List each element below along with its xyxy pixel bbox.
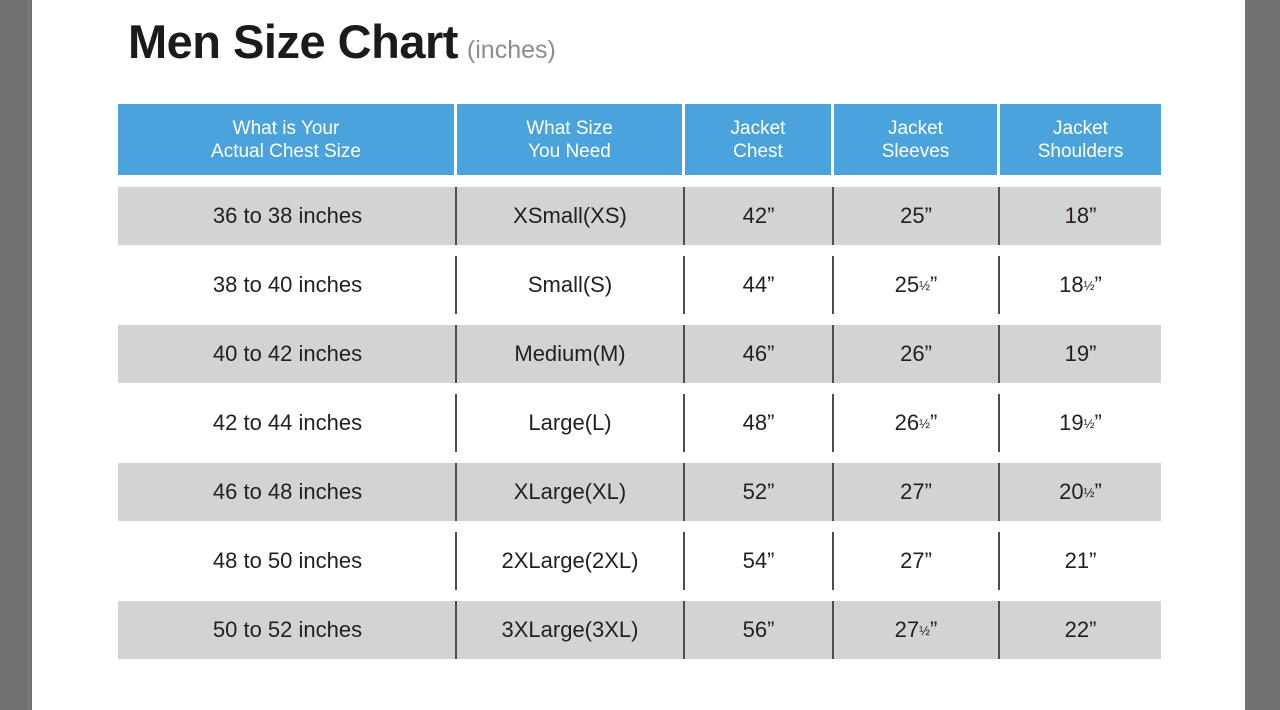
cell-jacket-chest: 42” xyxy=(685,187,834,245)
left-letterbox-band xyxy=(0,0,30,710)
cell-jacket-sleeves: 26 ½” xyxy=(834,394,1000,452)
column-header-line2: You Need xyxy=(528,140,611,162)
column-header-line1: Jacket xyxy=(888,117,943,139)
table-row: 48 to 50 inches 2XLarge(2XL) 54” 27” 21” xyxy=(118,532,1161,590)
column-header-line1: What is Your xyxy=(232,117,340,139)
cell-jacket-sleeves: 27 ½” xyxy=(834,601,1000,659)
left-band-seam xyxy=(28,0,30,710)
page-title-unit: (inches) xyxy=(466,36,556,64)
cell-jacket-chest: 44” xyxy=(685,256,834,314)
cell-jacket-shoulders: 18” xyxy=(1000,187,1161,245)
column-header-jacket-shoulders: Jacket Shoulders xyxy=(1000,104,1161,175)
cell-size: Large(L) xyxy=(457,394,685,452)
table-row: 38 to 40 inches Small(S) 44” 25 ½” 18 ½” xyxy=(118,256,1161,314)
table-body: 36 to 38 inches XSmall(XS) 42” 25” 18” 38 to … xyxy=(118,187,1161,659)
table-header-row: What is Your Actual Chest Size What Size… xyxy=(118,104,1161,175)
column-header-line1: Jacket xyxy=(1053,117,1108,139)
column-header-jacket-chest: Jacket Chest xyxy=(685,104,834,175)
row-separator xyxy=(118,383,1161,394)
column-header-jacket-sleeves: Jacket Sleeves xyxy=(834,104,1000,175)
cell-jacket-shoulders: 19” xyxy=(1000,325,1161,383)
cell-chest-range: 50 to 52 inches xyxy=(118,601,457,659)
cell-jacket-chest: 56” xyxy=(685,601,834,659)
column-header-line2: Actual Chest Size xyxy=(211,140,361,162)
column-header-line2: Chest xyxy=(733,140,783,162)
right-letterbox-band xyxy=(1245,0,1280,710)
row-separator xyxy=(118,521,1161,532)
cell-size: 3XLarge(3XL) xyxy=(457,601,685,659)
table-row: 40 to 42 inches Medium(M) 46” 26” 19” xyxy=(118,325,1161,383)
table-row: 46 to 48 inches XLarge(XL) 52” 27” 20 ½” xyxy=(118,463,1161,521)
cell-jacket-sleeves: 25 ½” xyxy=(834,256,1000,314)
cell-size: XSmall(XS) xyxy=(457,187,685,245)
table-row: 42 to 44 inches Large(L) 48” 26 ½” 19 ½” xyxy=(118,394,1161,452)
cell-jacket-shoulders: 22” xyxy=(1000,601,1161,659)
row-separator xyxy=(118,245,1161,256)
column-header-actual-chest-size: What is Your Actual Chest Size xyxy=(118,104,457,175)
row-separator xyxy=(118,590,1161,601)
cell-chest-range: 46 to 48 inches xyxy=(118,463,457,521)
cell-chest-range: 38 to 40 inches xyxy=(118,256,457,314)
column-header-size-you-need: What Size You Need xyxy=(457,104,685,175)
cell-chest-range: 40 to 42 inches xyxy=(118,325,457,383)
column-header-line1: What Size xyxy=(526,117,613,139)
cell-jacket-shoulders: 18 ½” xyxy=(1000,256,1161,314)
cell-jacket-shoulders: 21” xyxy=(1000,532,1161,590)
cell-jacket-chest: 52” xyxy=(685,463,834,521)
header-body-gap xyxy=(118,175,1161,187)
page-title-main: Men Size Chart xyxy=(128,15,458,68)
cell-jacket-sleeves: 27” xyxy=(834,532,1000,590)
column-header-line1: Jacket xyxy=(730,117,786,139)
cell-jacket-chest: 48” xyxy=(685,394,834,452)
page-title: Men Size Chart (inches) xyxy=(128,18,556,65)
row-separator xyxy=(118,314,1161,325)
size-chart-table: What is Your Actual Chest Size What Size… xyxy=(118,104,1161,659)
cell-jacket-shoulders: 19 ½” xyxy=(1000,394,1161,452)
column-header-line2: Sleeves xyxy=(881,140,950,162)
cell-jacket-shoulders: 20 ½” xyxy=(1000,463,1161,521)
cell-jacket-sleeves: 25” xyxy=(834,187,1000,245)
cell-size: XLarge(XL) xyxy=(457,463,685,521)
cell-jacket-chest: 54” xyxy=(685,532,834,590)
cell-chest-range: 48 to 50 inches xyxy=(118,532,457,590)
chart-page: Men Size Chart (inches) What is Your Act… xyxy=(32,0,1245,710)
cell-size: Small(S) xyxy=(457,256,685,314)
cell-chest-range: 36 to 38 inches xyxy=(118,187,457,245)
cell-size: 2XLarge(2XL) xyxy=(457,532,685,590)
row-separator xyxy=(118,452,1161,463)
cell-jacket-sleeves: 26” xyxy=(834,325,1000,383)
cell-size: Medium(M) xyxy=(457,325,685,383)
column-header-line2: Shoulders xyxy=(1037,140,1124,162)
cell-chest-range: 42 to 44 inches xyxy=(118,394,457,452)
table-row: 36 to 38 inches XSmall(XS) 42” 25” 18” xyxy=(118,187,1161,245)
cell-jacket-chest: 46” xyxy=(685,325,834,383)
table-row: 50 to 52 inches 3XLarge(3XL) 56” 27 ½” 22” xyxy=(118,601,1161,659)
cell-jacket-sleeves: 27” xyxy=(834,463,1000,521)
